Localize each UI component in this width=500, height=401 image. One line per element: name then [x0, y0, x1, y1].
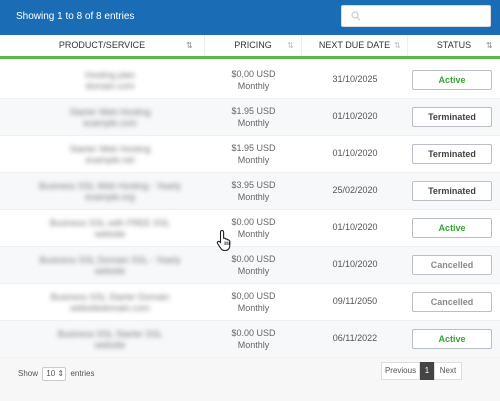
pricing-cell: $0.00 USD Monthly: [231, 328, 276, 350]
status-badge: Terminated: [412, 107, 492, 127]
status-badge: Terminated: [412, 181, 492, 201]
product-name: Starter Web Hosting example.net: [69, 144, 151, 165]
pricing-cell: $1.95 USD Monthly: [231, 143, 276, 165]
table-row[interactable]: Business SSL Domain SSL - Yearly website …: [0, 247, 500, 284]
table-row[interactable]: Business SSL Starter SSL website $0.00 US…: [0, 321, 500, 358]
sort-icon: ⇅: [287, 41, 294, 50]
table-header-bar: Showing 1 to 8 of 8 entries: [0, 0, 500, 35]
column-status[interactable]: STATUS ⇅: [408, 35, 500, 56]
page-size-select[interactable]: 10 ⇕: [42, 367, 67, 381]
due-date-cell: 01/10/2020: [332, 148, 378, 158]
entries-info: Showing 1 to 8 of 8 entries: [16, 11, 135, 22]
sort-icon: ⇅: [186, 41, 193, 50]
pricing-cell: $0.00 USD Monthly: [231, 217, 276, 239]
sort-icon: ⇅: [394, 41, 401, 50]
pricing-cell: $0.00 USD Monthly: [231, 254, 276, 276]
pricing-cell: $3.95 USD Monthly: [231, 180, 276, 202]
pricing-cell: $0,00 USD Monthly: [231, 69, 276, 91]
table-column-headers: PRODUCT/SERVICE ⇅ PRICING ⇅ NEXT DUE DAT…: [0, 35, 500, 59]
status-badge: Active: [412, 218, 492, 238]
due-date-cell: 06/11/2022: [332, 333, 378, 343]
product-name: Starter Web Hosting example.com: [69, 107, 151, 128]
status-badge: Active: [412, 329, 492, 349]
product-name: Business SSL Web Hosting - Yearly example…: [38, 181, 182, 202]
column-pricing[interactable]: PRICING ⇅: [205, 35, 302, 56]
due-date-cell: 09/11/2050: [332, 296, 378, 306]
table-row[interactable]: Starter Web Hosting example.com $1.95 USD…: [0, 99, 500, 136]
pricing-cell: $0,00 USD Monthly: [231, 291, 276, 313]
due-date-cell: 01/10/2020: [332, 222, 378, 232]
status-badge: Cancelled: [412, 255, 492, 275]
table-row[interactable]: Hosting plan domain.com $0,00 USD Monthly …: [0, 62, 500, 99]
product-name: Business SSL Starter Domain websitedomain…: [50, 292, 170, 313]
product-name: Business SSL Domain SSL - Yearly website: [39, 255, 181, 276]
column-next-due-date[interactable]: NEXT DUE DATE ⇅: [302, 35, 408, 56]
search-input[interactable]: [341, 5, 491, 27]
table-footer: Show 10 ⇕ entries Previous 1 Next: [0, 358, 500, 401]
table-row[interactable]: Business SSL Starter Domain websitedomain…: [0, 284, 500, 321]
pricing-cell: $1.95 USD Monthly: [231, 106, 276, 128]
status-badge: Terminated: [412, 144, 492, 164]
product-name: Hosting plan domain.com: [84, 70, 136, 91]
sort-icon: ⇅: [486, 41, 493, 50]
status-badge: Cancelled: [412, 292, 492, 312]
due-date-cell: 01/10/2020: [332, 111, 378, 121]
chevron-updown-icon: ⇕: [57, 369, 65, 378]
table-row[interactable]: Business SSL with FREE SSL website $0.00 …: [0, 210, 500, 247]
hand-pointer-icon: [216, 229, 231, 251]
product-name: Business SSL Starter SSL website: [57, 329, 163, 350]
due-date-cell: 25/02/2020: [332, 185, 378, 195]
page-1-button[interactable]: 1: [420, 362, 434, 380]
status-badge: Active: [412, 70, 492, 90]
due-date-cell: 01/10/2020: [332, 259, 378, 269]
previous-button[interactable]: Previous: [381, 362, 420, 380]
column-product[interactable]: PRODUCT/SERVICE ⇅: [0, 35, 205, 56]
search-icon: [351, 11, 361, 21]
table-row[interactable]: Business SSL Web Hosting - Yearly example…: [0, 173, 500, 210]
page-size-control: Show 10 ⇕ entries: [18, 367, 95, 381]
product-name: Business SSL with FREE SSL website: [49, 218, 171, 239]
next-button[interactable]: Next: [434, 362, 462, 380]
due-date-cell: 31/10/2025: [332, 74, 378, 84]
table-row[interactable]: Starter Web Hosting example.net $1.95 USD…: [0, 136, 500, 173]
